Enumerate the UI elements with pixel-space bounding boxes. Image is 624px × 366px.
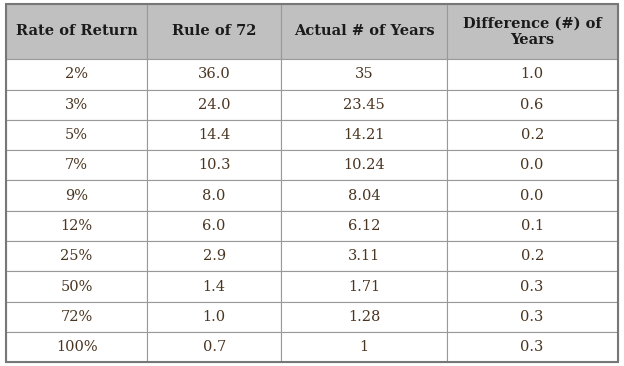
Text: 0.3: 0.3 <box>520 340 544 354</box>
Bar <box>447 120 618 150</box>
Text: 3.11: 3.11 <box>348 249 380 263</box>
Bar <box>6 241 147 272</box>
Bar <box>447 4 618 59</box>
Text: 36.0: 36.0 <box>198 67 230 81</box>
Text: 0.6: 0.6 <box>520 98 544 112</box>
Bar <box>447 302 618 332</box>
Text: 10.24: 10.24 <box>343 158 385 172</box>
Text: 1.28: 1.28 <box>348 310 380 324</box>
Bar <box>447 180 618 211</box>
Bar <box>447 150 618 180</box>
Bar <box>147 120 281 150</box>
Text: Rate of Return: Rate of Return <box>16 25 137 38</box>
Bar <box>147 180 281 211</box>
Bar <box>281 332 447 362</box>
Bar <box>6 180 147 211</box>
Text: 0.2: 0.2 <box>520 128 544 142</box>
Bar <box>147 211 281 241</box>
Bar <box>6 59 147 90</box>
Text: 2.9: 2.9 <box>203 249 226 263</box>
Bar <box>281 150 447 180</box>
Text: 9%: 9% <box>65 188 88 203</box>
Text: 23.45: 23.45 <box>343 98 385 112</box>
Bar <box>147 150 281 180</box>
Text: 1.0: 1.0 <box>203 310 226 324</box>
Bar <box>147 332 281 362</box>
Bar <box>147 241 281 272</box>
Bar <box>281 241 447 272</box>
Bar <box>281 90 447 120</box>
Bar <box>147 272 281 302</box>
Text: 0.0: 0.0 <box>520 188 544 203</box>
Bar <box>6 272 147 302</box>
Text: 35: 35 <box>354 67 373 81</box>
Text: 50%: 50% <box>61 280 93 294</box>
Text: 72%: 72% <box>61 310 93 324</box>
Text: 100%: 100% <box>56 340 97 354</box>
Bar <box>6 150 147 180</box>
Text: 8.0: 8.0 <box>202 188 226 203</box>
Text: 0.2: 0.2 <box>520 249 544 263</box>
Text: 24.0: 24.0 <box>198 98 230 112</box>
Text: 0.7: 0.7 <box>203 340 226 354</box>
Bar <box>281 59 447 90</box>
Text: 14.21: 14.21 <box>343 128 384 142</box>
Bar <box>447 241 618 272</box>
Bar <box>6 4 147 59</box>
Bar <box>6 302 147 332</box>
Text: 1.4: 1.4 <box>203 280 226 294</box>
Text: Rule of 72: Rule of 72 <box>172 25 256 38</box>
Bar <box>6 211 147 241</box>
Bar <box>447 272 618 302</box>
Text: 2%: 2% <box>65 67 88 81</box>
Text: Actual # of Years: Actual # of Years <box>294 25 434 38</box>
Text: 0.0: 0.0 <box>520 158 544 172</box>
Bar <box>447 211 618 241</box>
Text: 1: 1 <box>359 340 369 354</box>
Bar <box>6 90 147 120</box>
Bar <box>281 4 447 59</box>
Bar <box>281 211 447 241</box>
Bar <box>281 302 447 332</box>
Bar <box>147 302 281 332</box>
Text: 14.4: 14.4 <box>198 128 230 142</box>
Text: 0.1: 0.1 <box>520 219 544 233</box>
Text: Difference (#) of
Years: Difference (#) of Years <box>463 16 602 46</box>
Bar <box>6 120 147 150</box>
Text: 7%: 7% <box>65 158 88 172</box>
Text: 25%: 25% <box>61 249 93 263</box>
Bar <box>447 59 618 90</box>
Bar <box>447 90 618 120</box>
Bar <box>281 180 447 211</box>
Text: 10.3: 10.3 <box>198 158 230 172</box>
Bar <box>147 59 281 90</box>
Bar <box>147 4 281 59</box>
Text: 6.0: 6.0 <box>202 219 226 233</box>
Bar <box>281 120 447 150</box>
Text: 0.3: 0.3 <box>520 280 544 294</box>
Text: 5%: 5% <box>65 128 88 142</box>
Text: 12%: 12% <box>61 219 92 233</box>
Text: 1.71: 1.71 <box>348 280 380 294</box>
Text: 8.04: 8.04 <box>348 188 380 203</box>
Text: 0.3: 0.3 <box>520 310 544 324</box>
Text: 3%: 3% <box>65 98 88 112</box>
Bar <box>147 90 281 120</box>
Bar <box>6 332 147 362</box>
Bar <box>281 272 447 302</box>
Text: 1.0: 1.0 <box>520 67 544 81</box>
Text: 6.12: 6.12 <box>348 219 380 233</box>
Bar <box>447 332 618 362</box>
